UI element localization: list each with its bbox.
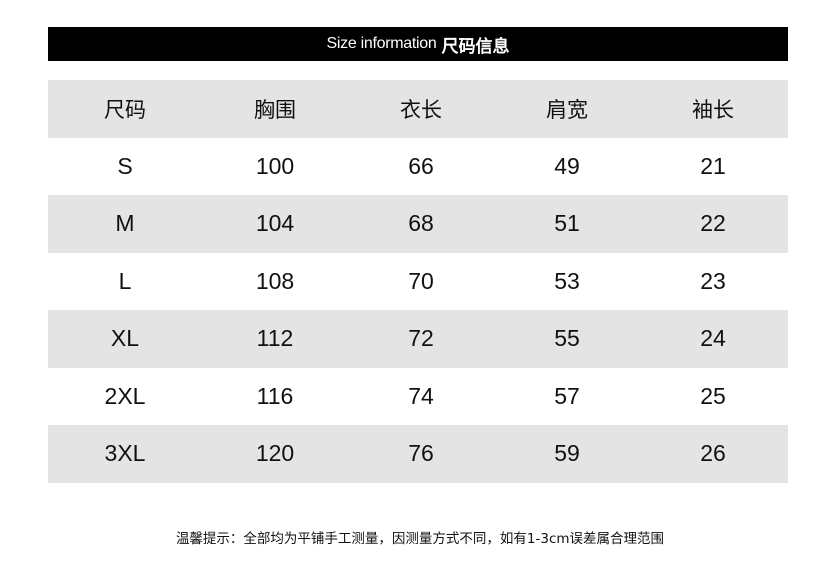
table-cell: 23	[700, 267, 726, 294]
table-cell: L	[118, 267, 132, 294]
table-cell: 51	[554, 210, 580, 237]
table-cell: 49	[554, 152, 580, 179]
table-cell: S	[117, 152, 133, 179]
table-cell: 120	[255, 440, 295, 467]
table-cell: 25	[700, 382, 726, 409]
table-cell: 74	[408, 382, 434, 409]
header-cell: 肩宽	[546, 97, 588, 122]
table-cell: 116	[256, 382, 294, 409]
header-cell: 衣长	[400, 97, 442, 122]
table-row: XL 112 72 55 24	[48, 310, 788, 368]
table-cell: 53	[554, 267, 580, 294]
table-cell: 104	[255, 210, 295, 237]
table-cell: 22	[700, 210, 726, 237]
table-cell: M	[115, 210, 135, 237]
table-cell: 59	[554, 440, 580, 467]
header-cell: 胸围	[254, 97, 296, 122]
table-cell: 24	[700, 325, 726, 352]
title-english: Size information	[326, 35, 437, 52]
table-cell: XL	[110, 325, 140, 352]
title-chinese: 尺码信息	[441, 36, 510, 57]
table-cell: 26	[700, 440, 726, 467]
table-header-row: 尺码 胸围 衣长 肩宽 袖长	[48, 80, 788, 138]
table-cell: 68	[408, 210, 434, 237]
table-cell: 100	[255, 152, 295, 179]
table-cell: 76	[408, 440, 434, 467]
header-cell: 袖长	[692, 97, 734, 122]
header-cell: 尺码	[104, 97, 146, 122]
title-bar: Size information 尺码信息	[48, 27, 788, 61]
table-cell: 57	[554, 382, 580, 409]
table-row: 3XL 120 76 59 26	[48, 425, 788, 483]
table-cell: 108	[255, 267, 295, 294]
table-row: S 100 66 49 21	[48, 138, 788, 196]
table-cell: 70	[408, 267, 434, 294]
size-table: 尺码 胸围 衣长 肩宽 袖长 S 100 66 49 21 M 104 68 51 22 L 108 7…	[48, 80, 788, 483]
table-cell: 21	[700, 152, 726, 179]
table-cell: 72	[408, 325, 434, 352]
table-cell: 3XL	[104, 440, 146, 467]
measurement-note: 温馨提示：全部均为平铺手工测量，因测量方式不同，如有1-3cm误差属合理范围	[175, 531, 665, 547]
table-cell: 55	[554, 325, 580, 352]
table-row: M 104 68 51 22	[48, 195, 788, 253]
table-cell: 2XL	[104, 382, 146, 409]
table-row: L 108 70 53 23	[48, 253, 788, 311]
table-cell: 112	[256, 325, 294, 352]
table-row: 2XL 116 74 57 25	[48, 368, 788, 426]
table-cell: 66	[408, 152, 434, 179]
